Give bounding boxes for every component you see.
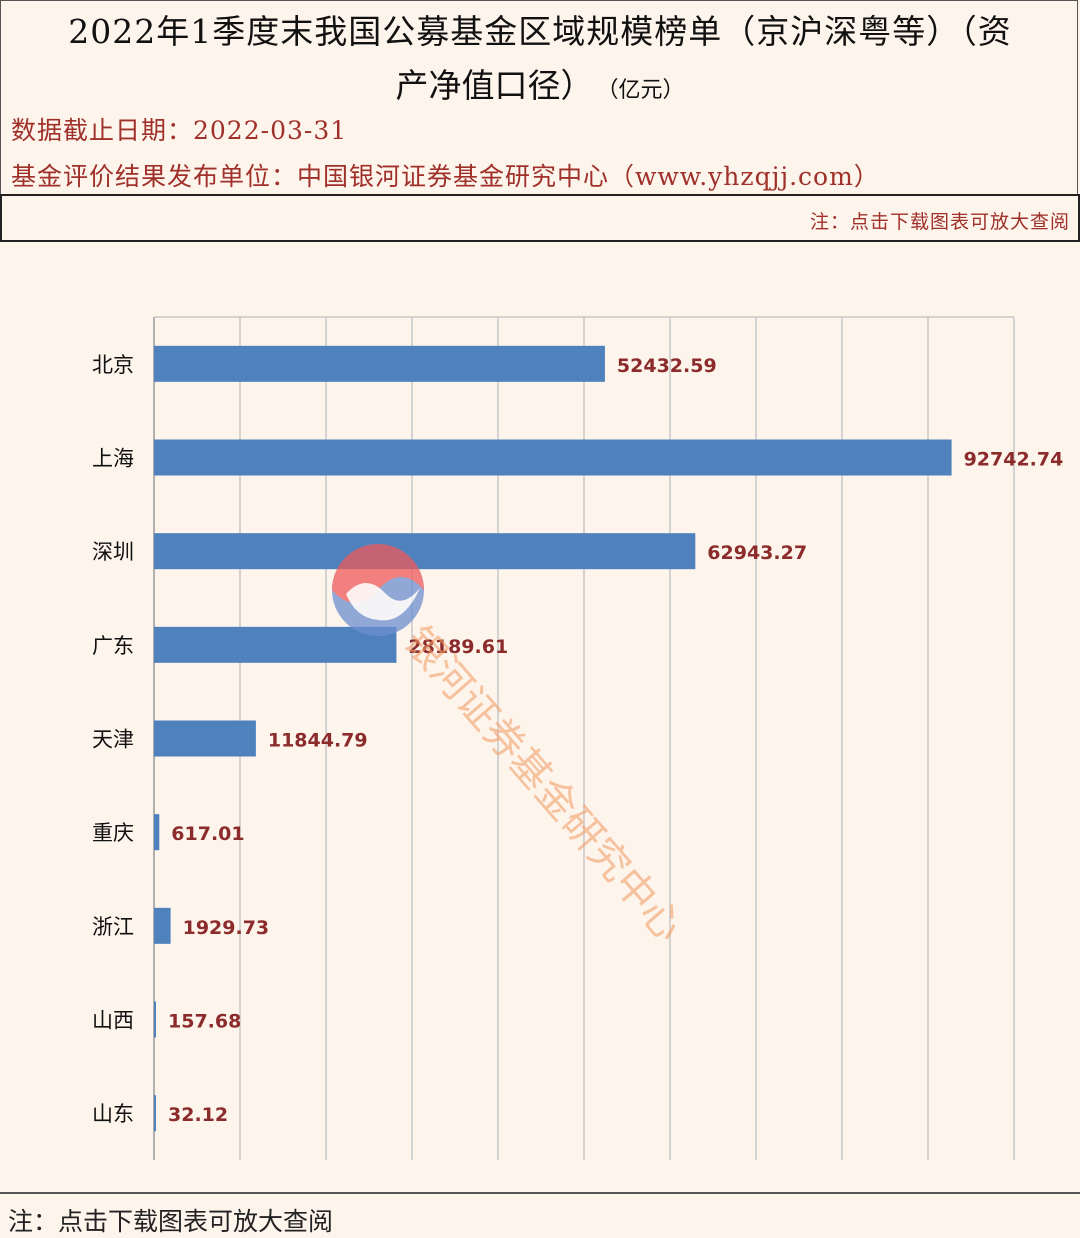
footer-note: 注：点击下载图表可放大查阅 [8, 1207, 334, 1236]
bar-7 [154, 907, 171, 944]
chart-title: 2022年1季度末我国公募基金区域规模榜单（京沪深粤等）（资 [68, 12, 1012, 51]
chart-header: 2022年1季度末我国公募基金区域规模榜单（京沪深粤等）（资 产净值口径） （亿元… [0, 0, 1078, 194]
chart-title-line2: 产净值口径） [395, 66, 594, 105]
value-label: 62943.27 [707, 542, 807, 564]
category-label: 重庆 [92, 821, 134, 845]
value-label: 1929.73 [183, 917, 270, 939]
category-label: 深圳 [92, 540, 134, 564]
footer: 注：点击下载图表可放大查阅 [0, 1192, 1080, 1237]
bar-3 [154, 533, 696, 570]
value-label: 52432.59 [617, 355, 717, 377]
watermark: 银河证券基金研究中心 [394, 618, 691, 950]
category-label: 北京 [92, 353, 134, 377]
value-label: 11844.79 [268, 730, 368, 752]
labels: 北京 52432.59 上海 92742.74 深圳 62943.27 广东 28189.61… [92, 353, 1063, 1126]
value-label: 92742.74 [964, 449, 1064, 471]
chart-unit: （亿元） [607, 78, 685, 103]
bar-chart: 北京 52432.59 上海 92742.74 深圳 62943.27 广东 28189.61… [92, 316, 1063, 1160]
value-label: 617.01 [171, 823, 244, 845]
publisher: 基金评价结果发布单位：中国银河证券基金研究中心（www.yhzqjj.com） [11, 162, 880, 191]
value-label: 28189.61 [408, 636, 508, 658]
value-label: 157.68 [168, 1011, 241, 1033]
value-label: 32.12 [168, 1104, 228, 1126]
note-bar: 注：点击下载图表可放大查阅 [0, 194, 1080, 242]
bar-8 [154, 1001, 156, 1038]
category-label: 浙江 [92, 915, 134, 939]
galaxy-logo-icon [332, 544, 424, 636]
data-date: 数据截止日期：2022-03-31 [11, 116, 348, 145]
category-label: 山西 [92, 1009, 134, 1033]
category-label: 山东 [92, 1102, 134, 1126]
bars [154, 345, 952, 1132]
chart-area: 北京 52432.59 上海 92742.74 深圳 62943.27 广东 28189.61… [0, 242, 1080, 1190]
bar-1 [154, 345, 605, 382]
bar-4 [154, 626, 397, 663]
chart-title-continued: 产净值口径） （亿元） [1, 59, 1079, 107]
note-bar-text: 注：点击下载图表可放大查阅 [809, 211, 1070, 233]
category-label: 广东 [92, 634, 134, 658]
category-label: 上海 [92, 447, 134, 471]
bar-9 [154, 1095, 156, 1132]
bar-5 [154, 720, 256, 757]
bar-6 [154, 814, 160, 851]
bar-2 [154, 439, 952, 476]
category-label: 天津 [92, 728, 134, 752]
